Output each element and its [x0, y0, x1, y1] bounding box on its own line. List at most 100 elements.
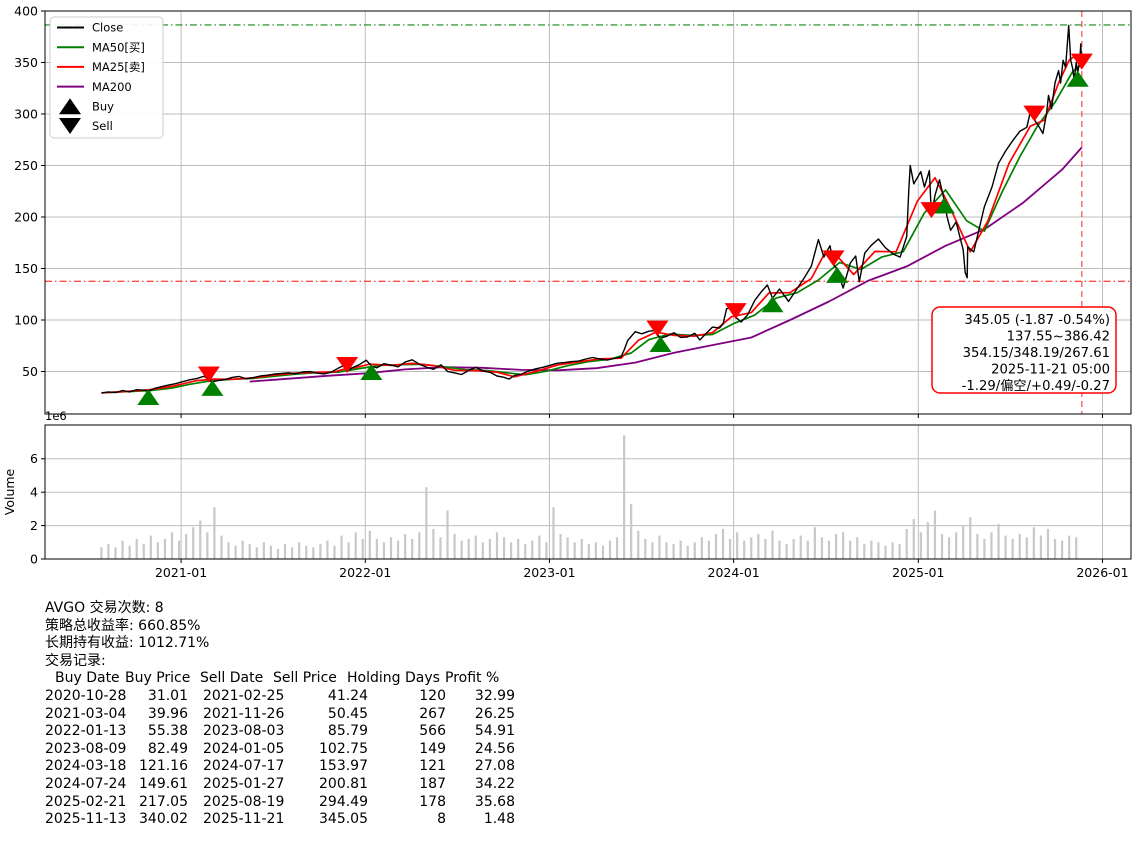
volume-bar [1032, 527, 1035, 559]
trade-cell: 2025-02-21 [45, 793, 127, 810]
legend-label: MA25[卖] [92, 60, 145, 74]
volume-bar [206, 532, 209, 559]
volume-bar [227, 542, 230, 559]
trade-row: 2025-11-13 340.02 2025-11-21 345.05 8 1.48 [45, 811, 605, 829]
volume-bar [354, 532, 357, 559]
trade-cell: 34.22 [474, 775, 515, 792]
trade-cell: 2022-01-13 [45, 723, 127, 740]
buyhold-return-line: 长期持有收益: 1012.71% [45, 635, 210, 652]
legend-label: MA200 [92, 80, 132, 94]
price-volume-chart: 50 100 150 200 250 300 350 400 Close MA50[买] MA25[… [2, 3, 1132, 580]
series-close [101, 24, 1083, 394]
volume-bar [340, 535, 343, 559]
volume-panel: 0 2 4 6 2021-01 2022-01 2023-01 2024-01 2025-01 2… [2, 409, 1132, 580]
volume-bar [969, 517, 972, 559]
volume-bar [721, 528, 725, 559]
trade-cell: 187 [419, 775, 446, 792]
volume-bar [107, 543, 110, 559]
trade-cell: 2023-08-09 [45, 740, 127, 757]
x-tick-label: 2021-01 [155, 565, 207, 580]
volume-bar [149, 535, 152, 559]
volume-bar [460, 540, 463, 559]
trade-row: 2020-10-28 31.01 2021-02-25 41.24 120 32.99 [45, 688, 605, 706]
trade-cell: 217.05 [139, 793, 188, 810]
trade-cell: 2023-08-03 [203, 723, 285, 740]
volume-bar [651, 542, 654, 559]
trade-cell: 566 [419, 723, 446, 740]
volume-bar [1075, 537, 1078, 559]
annotation-line: -1.29/偏空/+0.49/-0.27 [962, 378, 1110, 394]
annotation-line: 345.05 (-1.87 -0.54%) [964, 313, 1110, 328]
sell-marker-icon [59, 118, 81, 134]
trade-cell: 2024-01-05 [203, 740, 285, 757]
trades-col-header: Sell Date [200, 670, 264, 687]
volume-bar [481, 542, 484, 559]
volume-bar [707, 540, 710, 559]
volume-bar [319, 543, 322, 559]
volume-bar [524, 543, 527, 559]
volume-bar [849, 540, 852, 559]
volume-bar [1046, 528, 1050, 559]
volume-bar [743, 540, 746, 559]
volume-bar [517, 538, 520, 559]
trade-cell: 2021-11-26 [203, 705, 285, 722]
volume-bar [827, 540, 831, 559]
volume-bar [121, 540, 124, 559]
volume-bar [559, 533, 562, 559]
trade-cell: 200.81 [319, 775, 368, 792]
svg-text:2: 2 [30, 518, 38, 533]
buy-marker-icon [137, 389, 160, 406]
volume-bar [806, 540, 809, 559]
volume-bar [538, 535, 541, 559]
volume-bar [213, 507, 216, 559]
trades-col-header: Profit % [445, 670, 500, 687]
volume-bar [418, 532, 421, 559]
x-tick-label: 2022-01 [339, 565, 391, 580]
volume-bar [990, 532, 993, 559]
volume-bar [283, 543, 287, 559]
trade-cell: 26.25 [474, 705, 515, 722]
trades-col-header: Buy Date [55, 670, 120, 687]
annotation-line: 354.15/348.19/267.61 [963, 346, 1110, 361]
trade-cell: 8 [437, 811, 446, 828]
volume-bar [842, 532, 845, 559]
trade-cell: 149 [419, 740, 446, 757]
volume-bar [714, 533, 718, 559]
sell-marker-icon [1023, 105, 1046, 122]
volume-bar [693, 542, 696, 559]
trade-cell: 345.05 [319, 811, 368, 828]
volume-bar [312, 547, 315, 559]
volume-bar [792, 538, 795, 559]
volume-bar [163, 538, 167, 559]
volume-bar [502, 537, 506, 559]
volume-bar [976, 533, 979, 559]
volume-bar [241, 540, 244, 559]
volume-bar [177, 540, 181, 559]
trade-cell: 2024-03-18 [45, 758, 127, 775]
sell-marker-icon [646, 320, 669, 337]
sell-marker-icon [336, 357, 359, 374]
svg-text:50: 50 [22, 364, 38, 379]
trade-cell: 2025-11-21 [203, 811, 285, 828]
volume-bar [192, 527, 195, 559]
volume-bar [142, 543, 145, 559]
trade-cell: 2024-07-17 [203, 758, 285, 775]
volume-bar [757, 533, 760, 559]
volume-bar [1018, 533, 1021, 559]
trades-table-body: 2020-10-28 31.01 2021-02-25 41.24 120 32.99 20… [45, 688, 605, 829]
volume-bar [495, 532, 499, 559]
volume-bar [672, 543, 675, 559]
volume-bar [156, 542, 159, 559]
trade-cell: 294.49 [319, 793, 368, 810]
trade-cell: 102.75 [319, 740, 368, 757]
trades-col-header: Buy Price [125, 670, 191, 687]
volume-bar [114, 547, 117, 559]
svg-text:250: 250 [14, 158, 38, 173]
trades-table-header: Buy Date Buy Price Sell Date Sell Price Hold… [45, 670, 605, 688]
svg-text:0: 0 [30, 551, 38, 566]
volume-bar [135, 538, 138, 559]
trade-cell: 31.01 [147, 687, 188, 704]
volume-scale-label: 1e6 [45, 409, 67, 423]
legend-label: Buy [92, 100, 114, 114]
volume-bar [291, 547, 294, 559]
